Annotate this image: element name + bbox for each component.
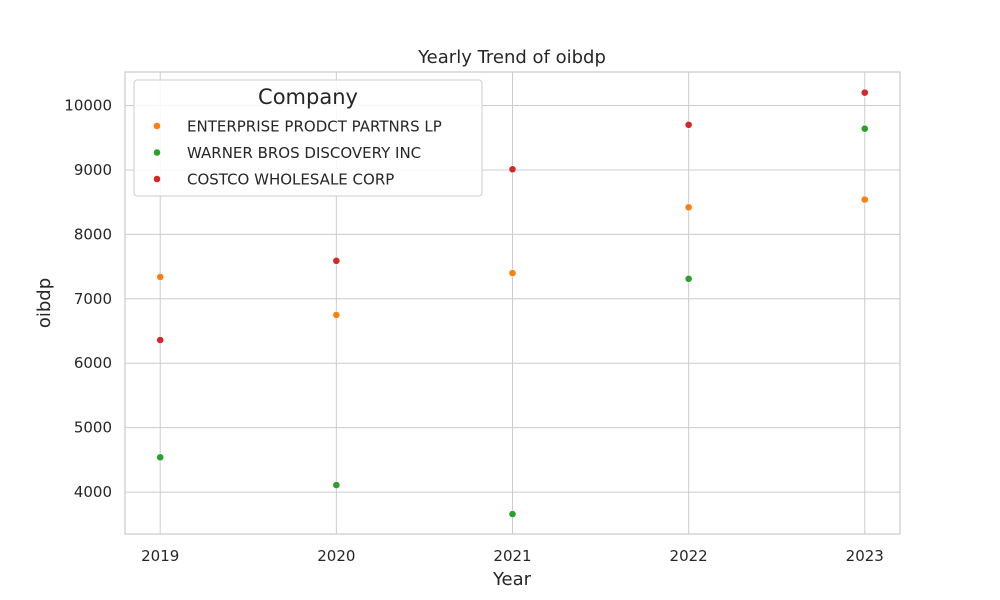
legend-title: Company [258, 85, 358, 109]
legend-entry-label: WARNER BROS DISCOVERY INC [187, 144, 421, 162]
y-tick-label: 5000 [74, 419, 112, 437]
data-point-series-0-2020 [332, 311, 341, 319]
x-tick-label: 2023 [846, 547, 884, 565]
data-point-series-0-2023 [860, 195, 869, 204]
legend-box [133, 79, 483, 197]
data-point-series-2-2022 [684, 120, 693, 129]
points-layer [156, 88, 869, 518]
y-tick-label: 8000 [74, 225, 112, 243]
x-tick-label: 2020 [317, 547, 355, 565]
legend-marker [153, 122, 161, 130]
plot-border [124, 71, 901, 535]
chart-title: Yearly Trend of oibdp [417, 47, 606, 68]
data-point-series-0-2022 [684, 203, 693, 212]
data-point-series-1-2022 [684, 274, 693, 283]
y-tick-label: 4000 [74, 483, 112, 501]
legend: Company ENTERPRISE PRODCT PARTNRS LP WARN… [133, 79, 483, 197]
data-point-series-1-2019 [156, 453, 165, 462]
y-tick-label: 9000 [74, 161, 112, 179]
data-point-series-1-2020 [332, 481, 341, 489]
x-tick-label: 2021 [493, 547, 531, 565]
data-point-series-2-2020 [332, 256, 341, 265]
legend-entries: ENTERPRISE PRODCT PARTNRS LP WARNER BROS … [153, 118, 442, 189]
data-point-series-2-2021 [508, 165, 517, 174]
x-tick-label: 2022 [670, 547, 708, 565]
legend-marker [153, 148, 161, 157]
data-point-series-1-2021 [508, 510, 517, 518]
y-tick-label: 7000 [74, 290, 112, 308]
y-axis-label: oibdp [34, 278, 55, 328]
x-tick-labels: 2019 2020 2021 2022 2023 [141, 547, 884, 565]
plot-frame [124, 71, 901, 535]
data-point-series-2-2019 [156, 336, 165, 344]
data-point-series-1-2023 [860, 124, 869, 133]
data-point-series-0-2019 [156, 273, 165, 281]
legend-entry-label: ENTERPRISE PRODCT PARTNRS LP [187, 118, 442, 136]
data-point-series-0-2021 [508, 269, 517, 277]
legend-marker [153, 175, 161, 183]
x-axis-label: Year [492, 569, 532, 590]
y-tick-label: 10000 [64, 97, 112, 115]
y-tick-labels: 4000 5000 6000 7000 8000 9000 10000 [64, 97, 112, 502]
y-tick-label: 6000 [74, 354, 112, 372]
data-point-series-2-2023 [860, 88, 869, 97]
x-tick-label: 2019 [141, 547, 179, 565]
legend-entry-label: COSTCO WHOLESALE CORP [187, 171, 394, 189]
